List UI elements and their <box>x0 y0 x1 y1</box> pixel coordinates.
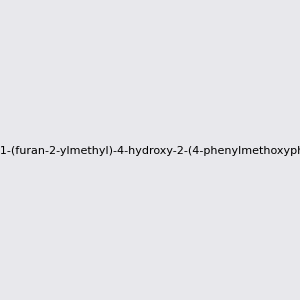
Text: 3-(furan-2-carbonyl)-1-(furan-2-ylmethyl)-4-hydroxy-2-(4-phenylmethoxyphenyl)-2H: 3-(furan-2-carbonyl)-1-(furan-2-ylmethyl… <box>0 146 300 157</box>
